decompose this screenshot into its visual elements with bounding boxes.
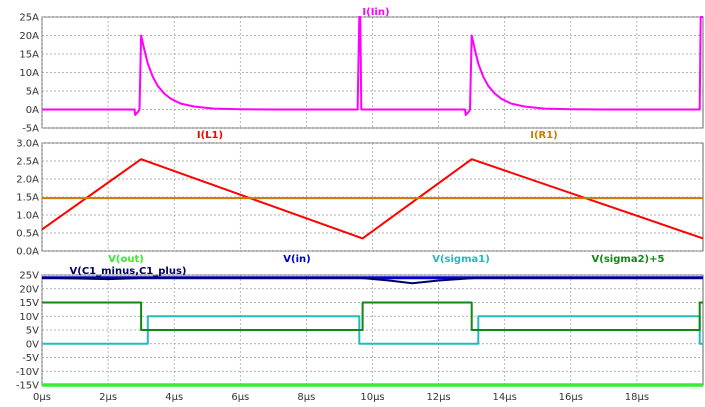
y-tick-label: 25V — [19, 271, 39, 282]
y-tick-label: 10A — [19, 68, 39, 79]
pane-inductor-current: 0.0A 0.5A 1.0A 1.5A 2.0A 2.5A 3.0A — [16, 139, 704, 258]
x-tick-label: 16µs — [559, 392, 583, 403]
pane-input-current: -5A 0A 5A 10A 15A 20A 25A — [19, 13, 704, 135]
x-tick-label: 2µs — [99, 392, 117, 403]
y-tick-label: 5A — [26, 87, 39, 98]
label-iin: I(Iin) — [362, 7, 389, 18]
y-tick-label: 0V — [26, 339, 39, 350]
trace-v-sigma2-5 — [42, 301, 703, 331]
x-tick-label: 8µs — [297, 392, 315, 403]
trace-i-iin — [42, 16, 703, 116]
y-tick-label: 0.5A — [16, 229, 39, 240]
y-tick-label: 15V — [19, 298, 39, 309]
x-tick-label: 0µs — [33, 392, 51, 403]
pane-voltages: -15V -10V -5V 0V 5V 10V 15V 20V 25V — [16, 271, 704, 392]
x-tick-label: 18µs — [625, 392, 649, 403]
label-vsigma1: V(sigma1) — [432, 254, 490, 265]
y-tick-label: 10V — [19, 312, 39, 323]
trace-i-l1 — [41, 158, 704, 240]
y-tick-label: -5A — [22, 124, 39, 135]
y-tick-label: 25A — [19, 13, 39, 24]
x-axis: 0µs 2µs 4µs 6µs 8µs 10µs 12µs 14µs 16µs 18µs — [33, 392, 649, 403]
y-tick-label: 3.0A — [16, 139, 39, 150]
x-tick-label: 10µs — [360, 392, 384, 403]
label-vout: V(out) — [108, 254, 144, 265]
label-vc1: V(C1_minus,C1_plus) — [70, 266, 187, 277]
trace-v-c1-minus-c1-plus — [41, 276, 703, 285]
y-tick-label: 20V — [19, 284, 39, 295]
x-tick-label: 14µs — [493, 392, 517, 403]
y-tick-label: 2.5A — [16, 157, 39, 168]
y-tick-label: 2.0A — [16, 175, 39, 186]
x-tick-label: 6µs — [231, 392, 249, 403]
x-tick-label: 12µs — [426, 392, 450, 403]
y-tick-label: -10V — [16, 367, 39, 378]
y-tick-label: 0.0A — [16, 247, 39, 258]
y-tick-label: 1.5A — [16, 193, 39, 204]
label-vin: V(in) — [283, 254, 310, 265]
label-il1: I(L1) — [197, 130, 223, 141]
label-ir1: I(R1) — [530, 130, 558, 141]
label-vsigma2: V(sigma2)+5 — [592, 254, 665, 265]
x-tick-label: 4µs — [165, 392, 183, 403]
y-tick-label: 1.0A — [16, 211, 39, 222]
y-tick-label: -15V — [16, 381, 39, 392]
y-tick-label: 15A — [19, 50, 39, 61]
y-tick-label: 20A — [19, 31, 39, 42]
y-tick-label: -5V — [22, 353, 39, 364]
y-tick-label: 0A — [26, 105, 39, 116]
y-tick-label: 5V — [26, 326, 39, 337]
